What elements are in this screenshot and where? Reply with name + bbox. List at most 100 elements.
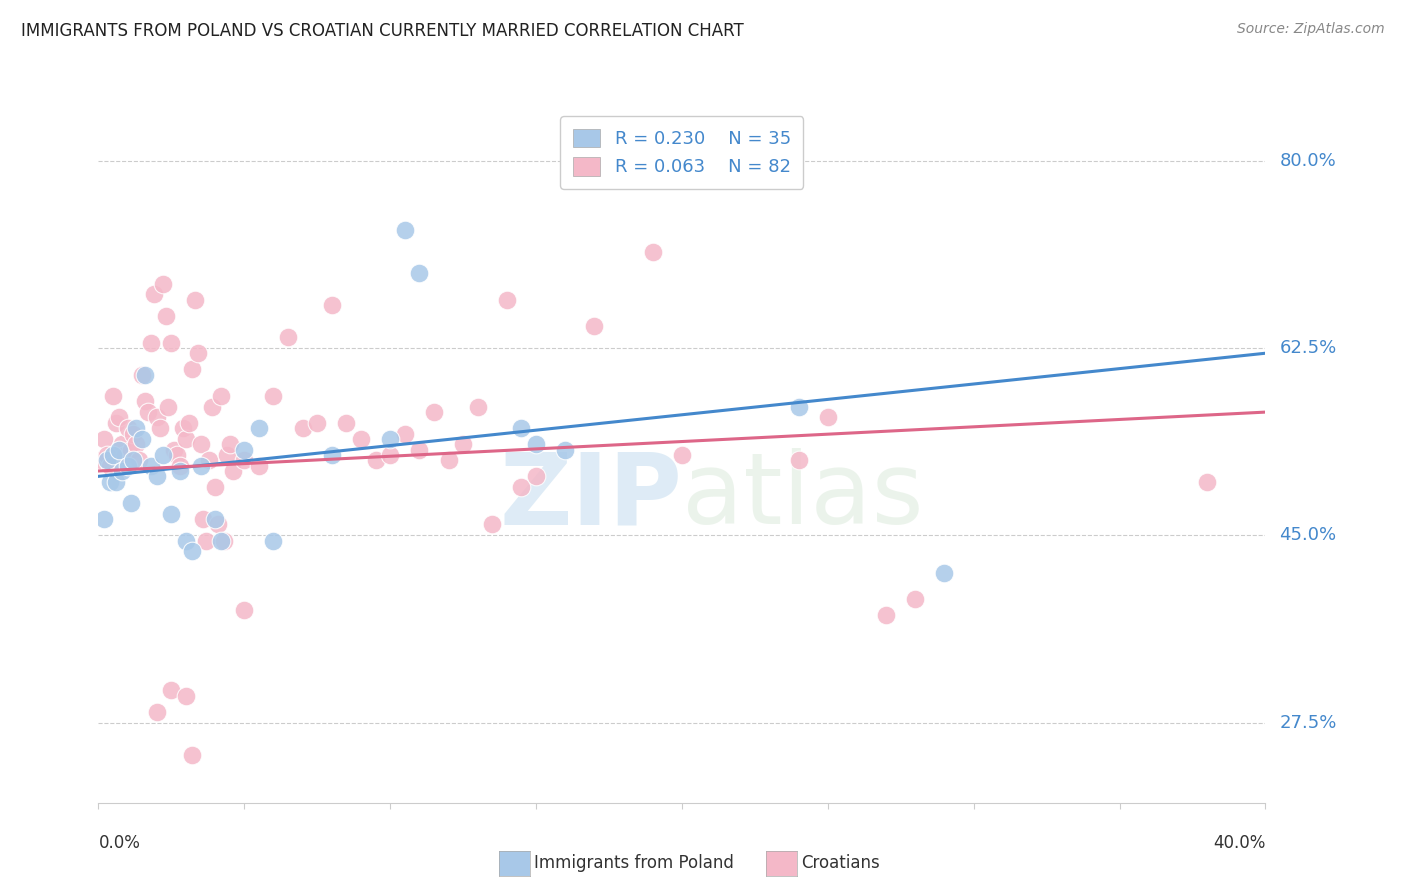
Point (218, 437, 240, 451)
Point (180, 747, 202, 762)
Point (201, 400, 224, 414)
Point (131, 432, 153, 446)
Point (394, 426, 416, 441)
Point (233, 453, 256, 467)
Point (495, 293, 517, 307)
Point (96, 448, 118, 462)
Point (169, 464, 191, 478)
Point (524, 469, 547, 483)
Point (467, 400, 489, 414)
Point (136, 405, 159, 419)
Text: 0.0%: 0.0% (98, 834, 141, 852)
Point (193, 512, 215, 526)
Point (163, 442, 186, 457)
Point (146, 410, 169, 425)
Point (152, 448, 174, 462)
Text: 62.5%: 62.5% (1279, 339, 1337, 357)
Point (335, 416, 357, 430)
Point (190, 437, 212, 451)
Point (120, 496, 142, 510)
Point (180, 544, 202, 558)
Point (291, 421, 314, 435)
Point (481, 517, 503, 532)
Point (247, 421, 270, 435)
Point (111, 437, 134, 451)
Text: Croatians: Croatians (801, 855, 880, 872)
Point (125, 437, 148, 451)
Point (120, 442, 142, 457)
Point (90, 453, 112, 467)
Point (157, 400, 180, 414)
Point (215, 448, 238, 462)
Point (125, 421, 148, 435)
Point (108, 410, 131, 425)
Point (122, 453, 145, 467)
Point (209, 533, 232, 548)
Point (394, 223, 416, 237)
Point (321, 448, 343, 462)
Point (875, 608, 897, 623)
Point (93, 512, 115, 526)
Point (198, 453, 221, 467)
Point (350, 432, 373, 446)
Text: 80.0%: 80.0% (1279, 152, 1336, 169)
Point (423, 405, 446, 419)
Point (146, 705, 169, 719)
Point (149, 421, 172, 435)
Point (174, 533, 197, 548)
Point (155, 309, 177, 323)
Point (554, 442, 576, 457)
Point (262, 389, 284, 403)
Point (817, 410, 839, 425)
Point (378, 432, 402, 446)
Point (122, 426, 145, 441)
Point (104, 416, 127, 430)
Point (787, 400, 810, 414)
Point (209, 389, 232, 403)
Point (583, 319, 606, 334)
Point (101, 448, 124, 462)
Point (108, 442, 131, 457)
Point (142, 287, 165, 301)
Point (98, 458, 121, 473)
Text: Immigrants from Poland: Immigrants from Poland (534, 855, 734, 872)
Point (277, 330, 299, 344)
Point (437, 453, 460, 467)
Point (183, 293, 205, 307)
Text: IMMIGRANTS FROM POLAND VS CROATIAN CURRENTLY MARRIED CORRELATION CHART: IMMIGRANTS FROM POLAND VS CROATIAN CURRE… (21, 22, 744, 40)
Point (934, 566, 956, 580)
Point (172, 421, 194, 435)
Point (177, 416, 200, 430)
Point (117, 421, 139, 435)
Point (98, 475, 121, 489)
Point (160, 507, 183, 521)
Point (93, 432, 115, 446)
Point (101, 389, 124, 403)
Point (524, 437, 547, 451)
Point (408, 266, 430, 280)
Point (131, 368, 153, 382)
Text: Source: ZipAtlas.com: Source: ZipAtlas.com (1237, 22, 1385, 37)
Point (174, 689, 197, 703)
Point (180, 362, 202, 376)
Point (146, 469, 169, 483)
Point (204, 512, 226, 526)
Point (641, 244, 664, 259)
Point (364, 453, 387, 467)
Point (307, 416, 329, 430)
Text: ZIP: ZIP (499, 448, 682, 545)
Point (787, 453, 810, 467)
Point (510, 421, 533, 435)
Point (187, 346, 209, 360)
Point (321, 298, 343, 312)
Point (190, 458, 212, 473)
Point (671, 448, 693, 462)
Point (104, 475, 127, 489)
Point (378, 448, 402, 462)
Point (166, 448, 188, 462)
Point (262, 533, 284, 548)
Point (174, 432, 197, 446)
Point (169, 458, 191, 473)
Point (114, 448, 136, 462)
Text: 45.0%: 45.0% (1279, 526, 1337, 544)
